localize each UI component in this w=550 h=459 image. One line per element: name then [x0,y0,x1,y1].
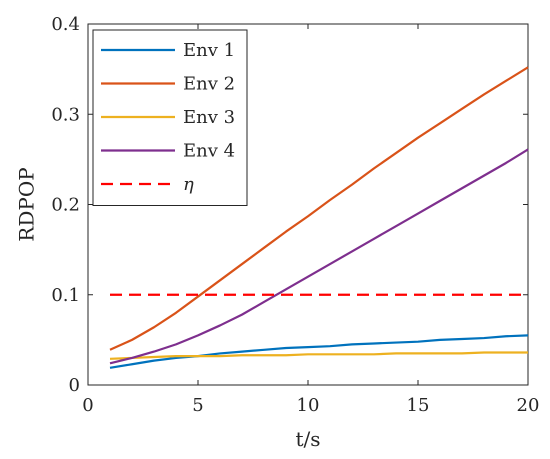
x-tick-label: 15 [407,395,430,416]
legend: Env 1 Env 2 Env 3 Env 4 η [92,29,248,206]
series-line-4 [109,148,529,365]
y-tick-label: 0.3 [51,104,80,125]
x-tick-label: 5 [192,395,203,416]
legend-label-4: Env 4 [183,141,235,162]
y-tick-label: 0.1 [51,285,80,306]
legend-label-2: Env 2 [183,74,235,95]
x-tick-label: 20 [517,395,540,416]
series-line-3 [109,351,528,360]
legend-label-5: η [183,174,194,195]
y-axis-label: RDPOP [15,167,39,241]
legend-label-3: Env 3 [183,107,235,128]
x-axis-label: t/s [295,427,320,451]
y-tick-label: 0.2 [51,195,80,216]
y-tick-label: 0.4 [51,14,80,35]
y-tick-label: 0 [69,375,80,396]
axis-ticks: 0 5 10 15 20 0 0.1 0.2 0.3 0.4 [51,14,539,416]
series-lines [109,66,529,369]
x-tick-label: 10 [297,395,320,416]
series-line-1 [109,334,529,369]
legend-label-1: Env 1 [183,40,235,61]
x-tick-label: 0 [82,395,93,416]
series-line-2 [109,66,529,351]
